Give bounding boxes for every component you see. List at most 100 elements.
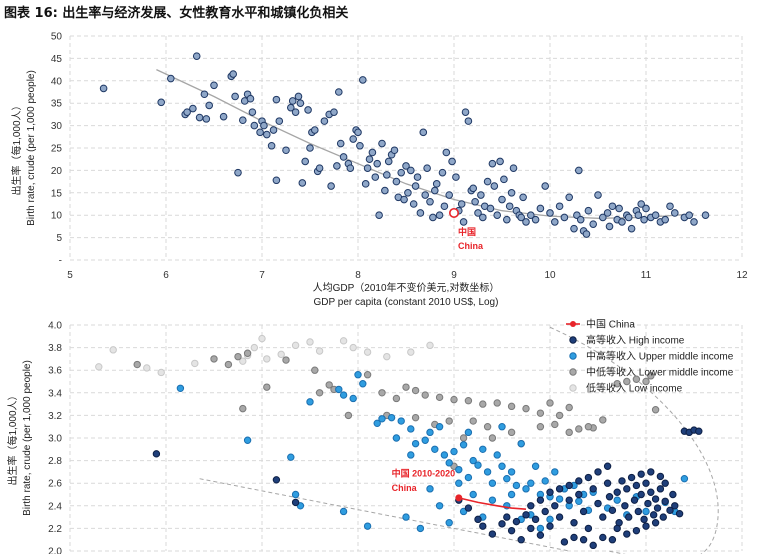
top-data-point: [294, 92, 303, 101]
bottom-point-high: [570, 533, 578, 542]
top-data-point: [407, 166, 415, 175]
bottom-point-high: [527, 502, 535, 510]
bottom-point-high: [632, 481, 641, 490]
bottom-point-high: [613, 488, 621, 496]
top-data-point: [296, 99, 305, 107]
bottom-point-high: [536, 496, 545, 504]
bottom-point-upper-middle: [479, 445, 487, 453]
bottom-point-high: [647, 468, 655, 476]
top-data-point: [615, 204, 623, 213]
bottom-point-low: [306, 338, 314, 346]
bottom-point-high: [640, 515, 648, 524]
bottom-point-high: [531, 515, 540, 524]
top-x-tick-label: 7: [259, 270, 265, 281]
top-data-point: [474, 209, 482, 217]
bottom-point-high: [656, 485, 665, 493]
bottom-point-low: [277, 350, 285, 359]
bottom-point-high: [613, 524, 621, 533]
top-data-point: [202, 115, 211, 123]
bottom-point-upper-middle: [531, 462, 540, 470]
bottom-point-lower-middle: [536, 409, 545, 417]
bottom-point-upper-middle: [440, 451, 449, 459]
bottom-series-high-income: [152, 426, 703, 550]
top-data-point: [488, 159, 497, 168]
top-data-point: [392, 177, 401, 186]
top-data-point: [272, 95, 281, 104]
top-data-point: [419, 128, 428, 137]
top-x-tick-label: 6: [163, 270, 169, 281]
bottom-point-upper-middle: [407, 451, 415, 459]
bottom-point-lower-middle: [555, 411, 564, 420]
top-y-tick-label: 20: [51, 166, 63, 177]
bottom-point-upper-middle: [349, 394, 357, 403]
top-data-point: [490, 182, 499, 190]
top-y-tick-label: 40: [51, 76, 63, 87]
bottom-point-upper-middle: [536, 524, 545, 533]
top-data-point: [459, 218, 468, 226]
bottom-legend: 中国 China 高等收入 High income 中高等收入 Upper midd…: [566, 318, 734, 395]
top-data-point: [320, 117, 329, 125]
top-data-point: [288, 97, 297, 105]
legend-label-upper-middle: 中高等收入 Upper middle income: [586, 350, 734, 363]
top-data-point: [287, 103, 295, 112]
bottom-point-lower-middle: [464, 397, 473, 405]
bottom-point-low: [143, 364, 151, 372]
top-data-point: [402, 162, 410, 170]
top-data-point: [519, 193, 527, 202]
bottom-point-lower-middle: [224, 360, 233, 369]
bottom-china-label-en: China: [392, 483, 418, 493]
top-data-point: [231, 92, 239, 101]
bottom-point-upper-middle: [431, 445, 439, 453]
top-data-point: [560, 213, 569, 222]
bottom-point-lower-middle: [493, 399, 501, 407]
bottom-point-lower-middle: [565, 403, 573, 412]
bottom-point-upper-middle: [306, 398, 314, 406]
top-data-point: [486, 204, 495, 213]
top-data-point: [605, 222, 614, 231]
bottom-point-low: [109, 346, 117, 354]
top-y-tick-label: 10: [51, 211, 63, 222]
bottom-point-upper-middle: [411, 439, 420, 448]
legend-label-china: 中国 China: [586, 318, 635, 331]
top-data-point: [471, 197, 479, 206]
top-data-point: [666, 202, 674, 211]
top-data-point: [413, 173, 422, 181]
bottom-point-lower-middle: [392, 394, 401, 403]
bottom-point-upper-middle: [421, 436, 429, 444]
top-data-point: [210, 81, 218, 90]
top-data-point: [157, 98, 165, 107]
top-data-point: [469, 184, 478, 193]
bottom-series-lower-middle-income: [133, 349, 660, 470]
bottom-point-low: [291, 341, 300, 350]
bottom-point-lower-middle: [632, 375, 641, 383]
top-data-point: [576, 215, 585, 224]
bottom-point-low: [258, 334, 266, 343]
bottom-point-upper-middle: [498, 423, 506, 431]
top-data-point: [183, 108, 191, 116]
top-data-point: [541, 182, 550, 190]
top-grid: [69, 35, 743, 261]
bottom-series-upper-middle-income: [176, 371, 689, 533]
bottom-point-low: [263, 355, 271, 363]
bottom-point-upper-middle: [445, 459, 453, 467]
top-data-point: [493, 211, 502, 219]
bottom-point-low: [339, 337, 348, 345]
bottom-point-high: [621, 502, 629, 510]
bottom-point-high: [608, 536, 617, 544]
top-data-point: [429, 213, 437, 222]
bottom-point-lower-middle: [551, 420, 559, 429]
bottom-point-upper-middle: [459, 441, 468, 449]
bottom-point-high: [623, 530, 631, 538]
bottom-y-tick-label: 2.4: [48, 501, 62, 512]
bottom-point-upper-middle: [455, 465, 463, 474]
top-x-tick-label: 11: [641, 270, 652, 281]
top-x-tick-label: 10: [544, 270, 556, 281]
top-data-point: [432, 180, 441, 188]
top-data-point: [189, 104, 197, 113]
bottom-point-upper-middle: [498, 462, 506, 470]
top-data-point: [373, 159, 382, 168]
bottom-y-tick-label: 3.6: [48, 366, 62, 377]
bottom-point-lower-middle: [599, 416, 607, 424]
top-data-point: [452, 173, 460, 181]
